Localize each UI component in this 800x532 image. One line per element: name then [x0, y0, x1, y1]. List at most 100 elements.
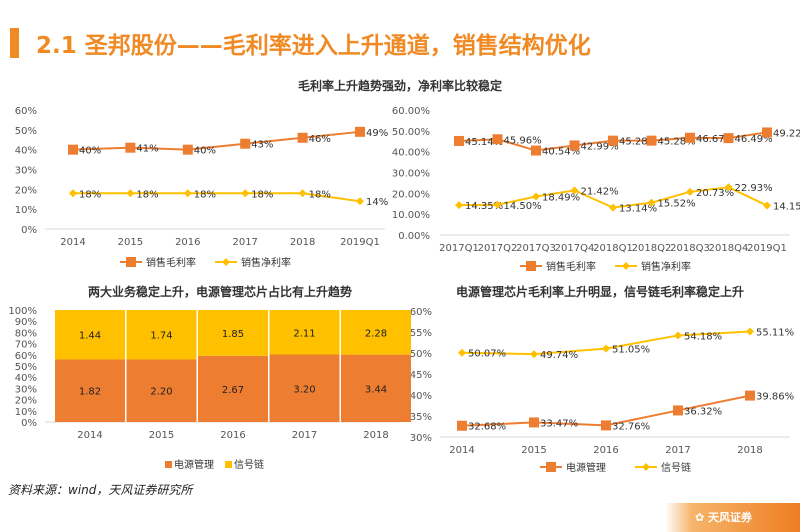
- chart3-y-tick: 90%: [15, 317, 37, 328]
- chart1-square-marker: [240, 138, 251, 149]
- chart-title-1: 毛利率上升趋势强劲，净利率比较稳定: [297, 79, 502, 93]
- chart2-square-marker: [569, 140, 580, 151]
- chart4-y-tick: 40%: [410, 391, 432, 402]
- chart2-square-marker: [685, 132, 695, 143]
- chart2-y-tick: 30.00%: [392, 169, 430, 180]
- chart2-legend-label: 销售净利率: [641, 260, 691, 273]
- chart2-diamond-marker: [493, 200, 502, 209]
- chart1-square-marker: [297, 132, 308, 143]
- chart1-legend-label: 销售净利率: [241, 256, 291, 269]
- chart2-square-marker: [492, 134, 503, 145]
- chart2-square-marker: [762, 127, 772, 138]
- chart3-data-label: 2.67: [222, 385, 244, 396]
- chart4-diamond-marker: [530, 350, 538, 359]
- chart2-data-label: 42.99%: [581, 141, 619, 152]
- chart4-data-label: 55.11%: [756, 328, 794, 339]
- chart4-legend-square-marker: [546, 462, 556, 472]
- chart3-y-tick: 10%: [15, 407, 37, 418]
- chart1-diamond-marker: [356, 197, 364, 206]
- chart1-x-tick: 2014: [60, 237, 85, 248]
- chart3-data-label: 2.20: [150, 387, 172, 398]
- chart3-x-tick: 2017: [292, 430, 317, 441]
- chart4-x-tick: 2014: [449, 445, 474, 456]
- chart1-diamond-marker: [126, 189, 135, 198]
- chart2-x-tick: 2019Q1: [747, 243, 787, 254]
- chart2-data-label: 46.49%: [735, 134, 773, 145]
- chart3-y-tick: 30%: [15, 384, 37, 395]
- chart2-diamond-marker: [686, 187, 694, 196]
- chart4-y-tick: 35%: [410, 412, 432, 423]
- chart1-data-label: 18%: [79, 189, 101, 200]
- chart1-y-tick: 10%: [15, 205, 37, 216]
- chart3-y-tick: 70%: [15, 340, 37, 351]
- chart4-y-tick: 30%: [410, 433, 432, 444]
- chart1-data-label: 41%: [136, 144, 158, 155]
- chart2-square-marker: [454, 135, 464, 146]
- chart2-data-label: 22.93%: [735, 183, 773, 194]
- chart1-diamond-marker: [298, 189, 307, 198]
- chart2-diamond-marker: [763, 201, 771, 210]
- chart1-square-marker: [125, 142, 136, 153]
- chart1-x-tick: 2016: [175, 237, 200, 248]
- chart3-data-label: 1.82: [79, 387, 101, 398]
- chart4-data-label: 32.76%: [612, 421, 650, 432]
- chart2-data-label: 45.28%: [658, 137, 696, 148]
- chart1-data-label: 18%: [194, 189, 216, 200]
- chart4-square-marker: [601, 420, 611, 431]
- chart3-bar-segment: [126, 359, 197, 422]
- chart2-square-marker: [531, 145, 541, 156]
- chart2-x-tick: 2018Q4: [709, 243, 749, 254]
- chart4-legend-diamond-marker: [642, 463, 650, 471]
- source-note: 资料来源：wind，天风证券研究所: [8, 483, 193, 497]
- chart2-diamond-marker: [532, 192, 540, 201]
- chart1-data-label: 40%: [79, 146, 101, 157]
- chart1-y-tick: 30%: [15, 166, 37, 177]
- chart2-diamond-marker: [570, 186, 579, 195]
- chart2-diamond-marker: [609, 203, 617, 212]
- chart2-y-tick: 10.00%: [392, 210, 430, 221]
- chart2-data-label: 40.54%: [542, 147, 580, 158]
- chart2-data-label: 49.22%: [773, 128, 800, 139]
- chart1-x-tick: 2015: [118, 237, 143, 248]
- chart1-x-tick: 2018: [290, 237, 315, 248]
- chart3-y-tick: 0%: [21, 418, 37, 429]
- chart2-square-marker: [646, 135, 657, 146]
- chart2-data-label: 14.35%: [465, 201, 503, 212]
- chart3-legend-swatch: [225, 461, 232, 468]
- brand-logo: ✿ 天风证券: [665, 503, 800, 532]
- chart2-square-marker: [723, 133, 734, 144]
- chart4-x-tick: 2017: [665, 445, 690, 456]
- chart3-bar-segment: [55, 359, 125, 422]
- chart2-data-label: 13.14%: [619, 204, 657, 215]
- chart1-square-marker: [355, 126, 365, 137]
- chart2-legend-diamond-marker: [622, 262, 630, 270]
- chart1-legend-square-marker: [126, 257, 136, 267]
- title-accent-bar: [10, 28, 19, 58]
- chart2-x-tick: 2018Q3: [670, 243, 710, 254]
- chart3-y-tick: 80%: [15, 328, 37, 339]
- chart4-diamond-marker: [458, 348, 466, 357]
- chart2-data-label: 45.28%: [619, 137, 657, 148]
- chart3-bar-segment: [55, 310, 125, 360]
- chart4-data-label: 32.68%: [468, 422, 506, 433]
- chart4-diamond-marker: [602, 344, 610, 353]
- chart4-data-label: 51.05%: [612, 345, 650, 356]
- chart2-y-tick: 60.00%: [392, 106, 430, 117]
- chart3-data-label: 1.85: [222, 329, 244, 340]
- chart3-bar-segment: [269, 354, 340, 422]
- chart1-data-label: 49%: [366, 128, 388, 139]
- chart3-x-tick: 2016: [220, 430, 245, 441]
- chart3-y-tick: 100%: [8, 306, 37, 317]
- chart4-y-tick: 55%: [410, 328, 432, 339]
- chart3-data-label: 2.28: [365, 328, 387, 339]
- chart-title-4: 电源管理芯片毛利率上升明显，信号链毛利率稳定上升: [455, 285, 744, 299]
- chart3-bar-segment: [126, 310, 197, 360]
- chart3-y-tick: 50%: [15, 362, 37, 373]
- chart3-bar-segment: [269, 310, 340, 355]
- chart1-x-tick: 2017: [232, 237, 257, 248]
- chart2-y-tick: 20.00%: [392, 189, 430, 200]
- chart4-square-marker: [673, 405, 683, 416]
- chart2-data-label: 15.52%: [658, 199, 696, 210]
- chart4-square-marker: [745, 390, 755, 401]
